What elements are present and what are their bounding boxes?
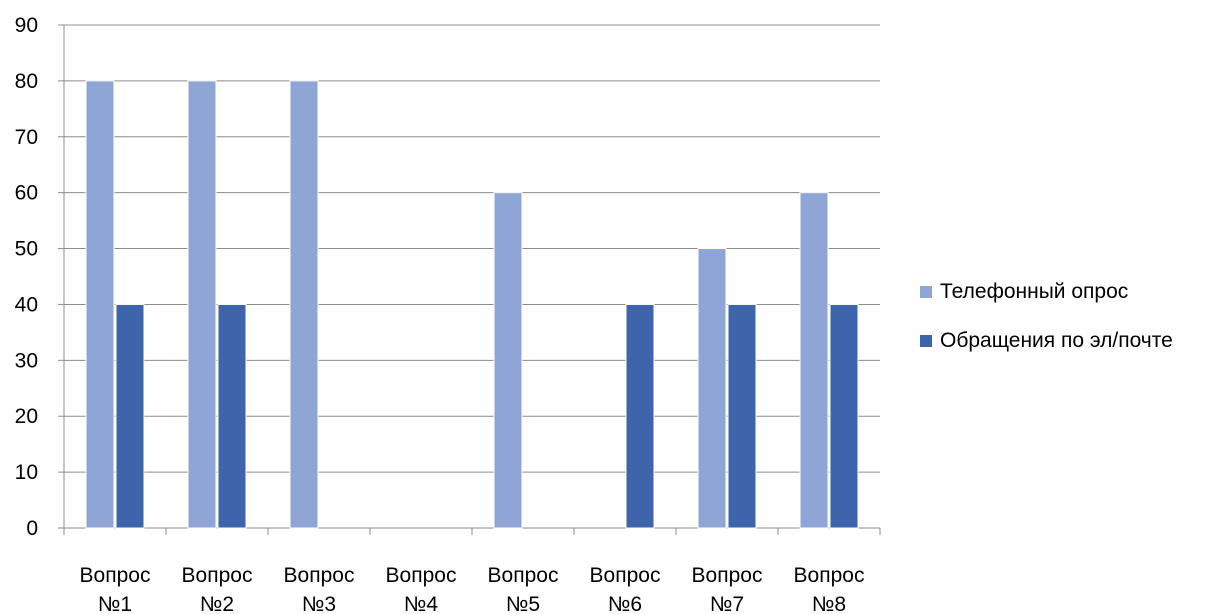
bar-phone-survey-2 bbox=[187, 80, 217, 529]
legend: Телефонный опрос Обращения по эл/почте bbox=[920, 280, 1173, 378]
x-category-label-line: Вопрос bbox=[692, 564, 763, 587]
x-category-label-line: Вопрос bbox=[80, 564, 151, 587]
x-category-label-line: Вопрос bbox=[284, 564, 355, 587]
legend-label-email: Обращения по эл/почте bbox=[940, 329, 1173, 352]
x-category-label-line: №3 bbox=[302, 593, 336, 614]
bar-email-8 bbox=[829, 303, 859, 529]
x-category-label-line: №6 bbox=[608, 593, 642, 614]
x-category-label-line: №4 bbox=[404, 593, 439, 614]
y-tick-label: 50 bbox=[15, 238, 38, 261]
x-category-label: Вопрос №7 bbox=[692, 564, 763, 614]
y-tick-label: 90 bbox=[15, 14, 38, 37]
bar-phone-survey-5 bbox=[493, 192, 523, 529]
y-tick-label: 40 bbox=[15, 293, 38, 316]
x-category-label: Вопрос №3 bbox=[284, 564, 355, 614]
x-category-label: Вопрос №8 bbox=[794, 564, 865, 614]
bar-phone-survey-8 bbox=[799, 192, 829, 529]
y-tick-label: 70 bbox=[15, 126, 38, 149]
x-category-label-line: Вопрос bbox=[182, 564, 253, 587]
x-category-label: Вопрос №2 bbox=[182, 564, 253, 614]
legend-swatch-phone-survey bbox=[920, 286, 932, 298]
x-category-label-line: Вопрос bbox=[386, 564, 457, 587]
x-category-label: Вопрос №4 bbox=[386, 564, 457, 614]
legend-swatch-email bbox=[920, 335, 932, 347]
x-category-label: Вопрос №6 bbox=[590, 564, 661, 614]
bar-phone-survey-1 bbox=[85, 80, 115, 529]
bar-email-6 bbox=[625, 303, 655, 529]
y-tick-label: 20 bbox=[15, 405, 38, 428]
legend-item-email: Обращения по эл/почте bbox=[920, 329, 1173, 353]
legend-item-phone-survey: Телефонный опрос bbox=[920, 280, 1173, 304]
x-category-label: Вопрос №5 bbox=[488, 564, 559, 614]
x-category-label: Вопрос №1 bbox=[80, 564, 151, 614]
bar-email-2 bbox=[217, 303, 247, 529]
y-tick-label: 80 bbox=[15, 70, 38, 93]
bar-email-7 bbox=[727, 303, 757, 529]
x-category-label-line: Вопрос bbox=[488, 564, 559, 587]
y-tick-label: 0 bbox=[26, 517, 38, 540]
x-category-label-line: Вопрос bbox=[590, 564, 661, 587]
y-tick-label: 30 bbox=[15, 349, 38, 372]
y-tick-label: 60 bbox=[15, 182, 38, 205]
x-category-label-line: №1 bbox=[98, 593, 132, 614]
x-category-label-line: №8 bbox=[812, 593, 846, 614]
bar-phone-survey-3 bbox=[289, 80, 319, 529]
legend-label-phone-survey: Телефонный опрос bbox=[940, 280, 1129, 303]
x-category-label-line: №5 bbox=[506, 593, 540, 614]
x-category-label-line: №2 bbox=[200, 593, 234, 614]
y-tick-label: 10 bbox=[15, 461, 38, 484]
bar-email-1 bbox=[115, 303, 145, 529]
x-category-label-line: Вопрос bbox=[794, 564, 865, 587]
x-category-label-line: №7 bbox=[710, 593, 744, 614]
bar-phone-survey-7 bbox=[697, 248, 727, 529]
